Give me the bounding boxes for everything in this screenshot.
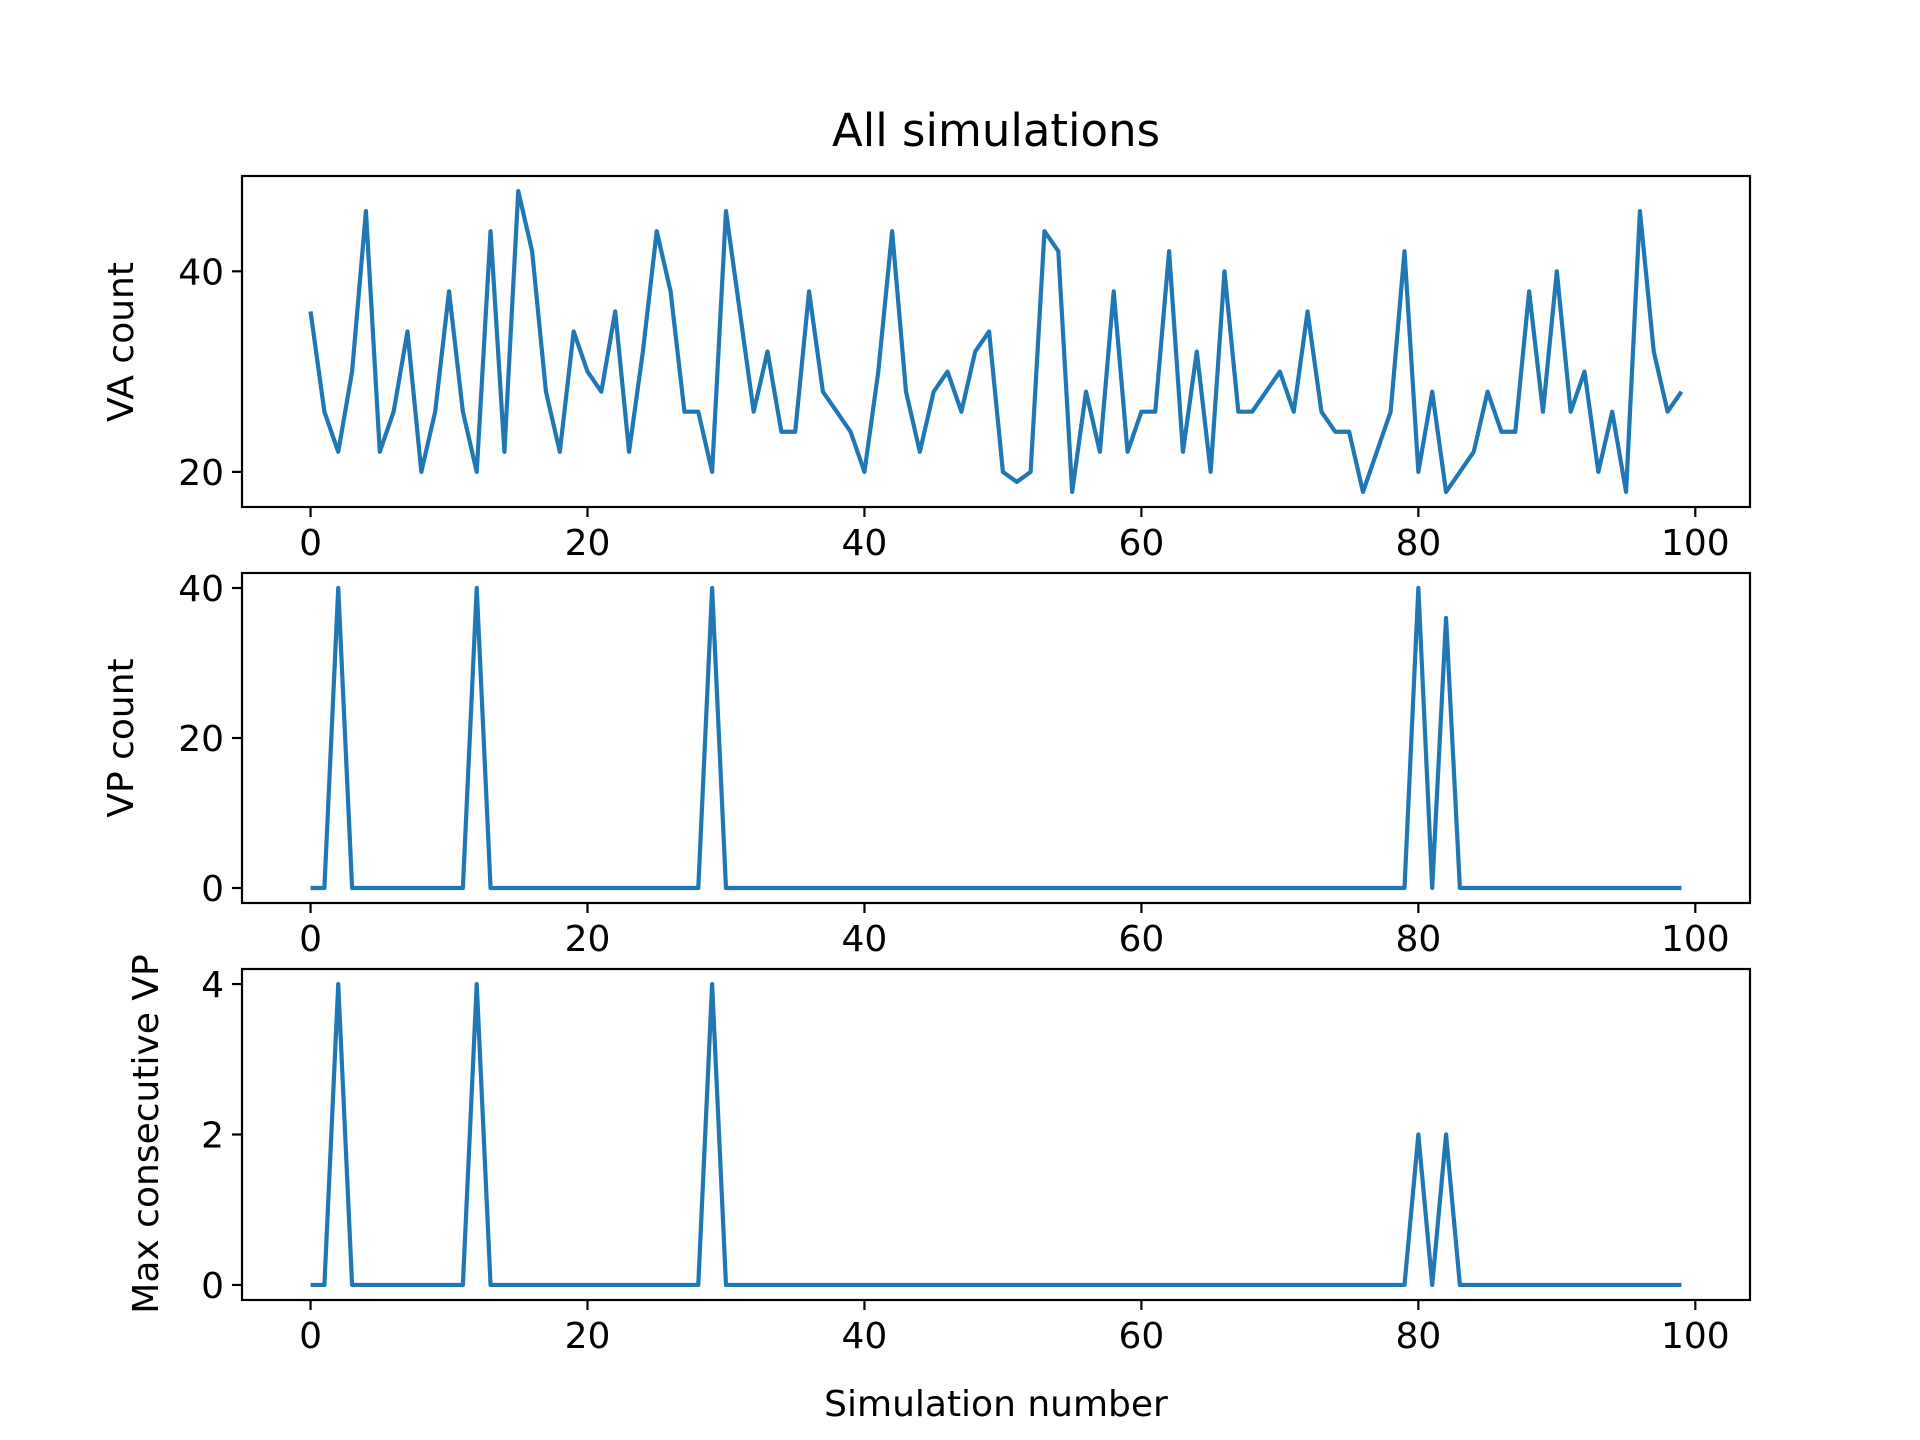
plot-frame [240,571,1752,905]
x-tick-label: 0 [299,523,322,564]
series-line [308,188,1684,495]
plot-frame [240,174,1752,509]
y-tick-label: 2 [201,1116,224,1157]
y-axis-label-vp-count: VP count [101,658,142,817]
va-count-panel: All simulations VA count 0 20 40 60 80 100 20 4… [101,104,1752,564]
x-tick-label: 40 [842,1316,888,1357]
axes-ticks: 0 20 40 60 80 100 20 40 [178,252,1729,564]
x-tick-label: 100 [1661,1316,1730,1357]
x-axis-label: Simulation number [824,1384,1168,1425]
x-tick-label: 0 [299,919,322,960]
series-marks [308,188,1684,495]
y-tick-label: 20 [178,719,224,760]
x-tick-label: 40 [842,523,888,564]
vp-count-panel: VP count 0 20 40 60 80 100 0 20 40 [101,569,1752,960]
x-tick-label: 20 [565,523,611,564]
y-tick-label: 40 [178,569,224,610]
x-tick-label: 60 [1118,523,1164,564]
x-tick-label: 80 [1395,1316,1441,1357]
series-marks [310,585,1682,891]
x-tick-label: 60 [1118,1316,1164,1357]
x-tick-label: 0 [299,1316,322,1357]
max-consecutive-vp-panel: Max consecutive VP Simulation number 0 20… [126,954,1752,1425]
x-tick-label: 40 [842,919,888,960]
y-tick-label: 40 [178,252,224,293]
series-line [310,585,1682,891]
plot-frame [240,967,1752,1302]
y-tick-label: 0 [201,869,224,910]
x-tick-label: 60 [1118,919,1164,960]
y-tick-label: 4 [201,965,224,1006]
y-axis-label-max-consecutive-vp: Max consecutive VP [126,954,167,1313]
axes-ticks: 0 20 40 60 80 100 0 20 40 [178,569,1729,960]
chart-title: All simulations [832,104,1160,157]
x-tick-label: 80 [1395,919,1441,960]
y-tick-label: 20 [178,453,224,494]
x-tick-label: 20 [565,1316,611,1357]
axes-ticks: 0 20 40 60 80 100 0 2 4 [201,965,1730,1357]
x-tick-label: 20 [565,919,611,960]
y-tick-label: 0 [201,1266,224,1307]
x-tick-label: 100 [1661,919,1730,960]
series-line [310,981,1682,1288]
x-tick-label: 80 [1395,523,1441,564]
x-tick-label: 100 [1661,523,1730,564]
series-marks [310,981,1682,1288]
y-axis-label-va-count: VA count [101,262,142,422]
